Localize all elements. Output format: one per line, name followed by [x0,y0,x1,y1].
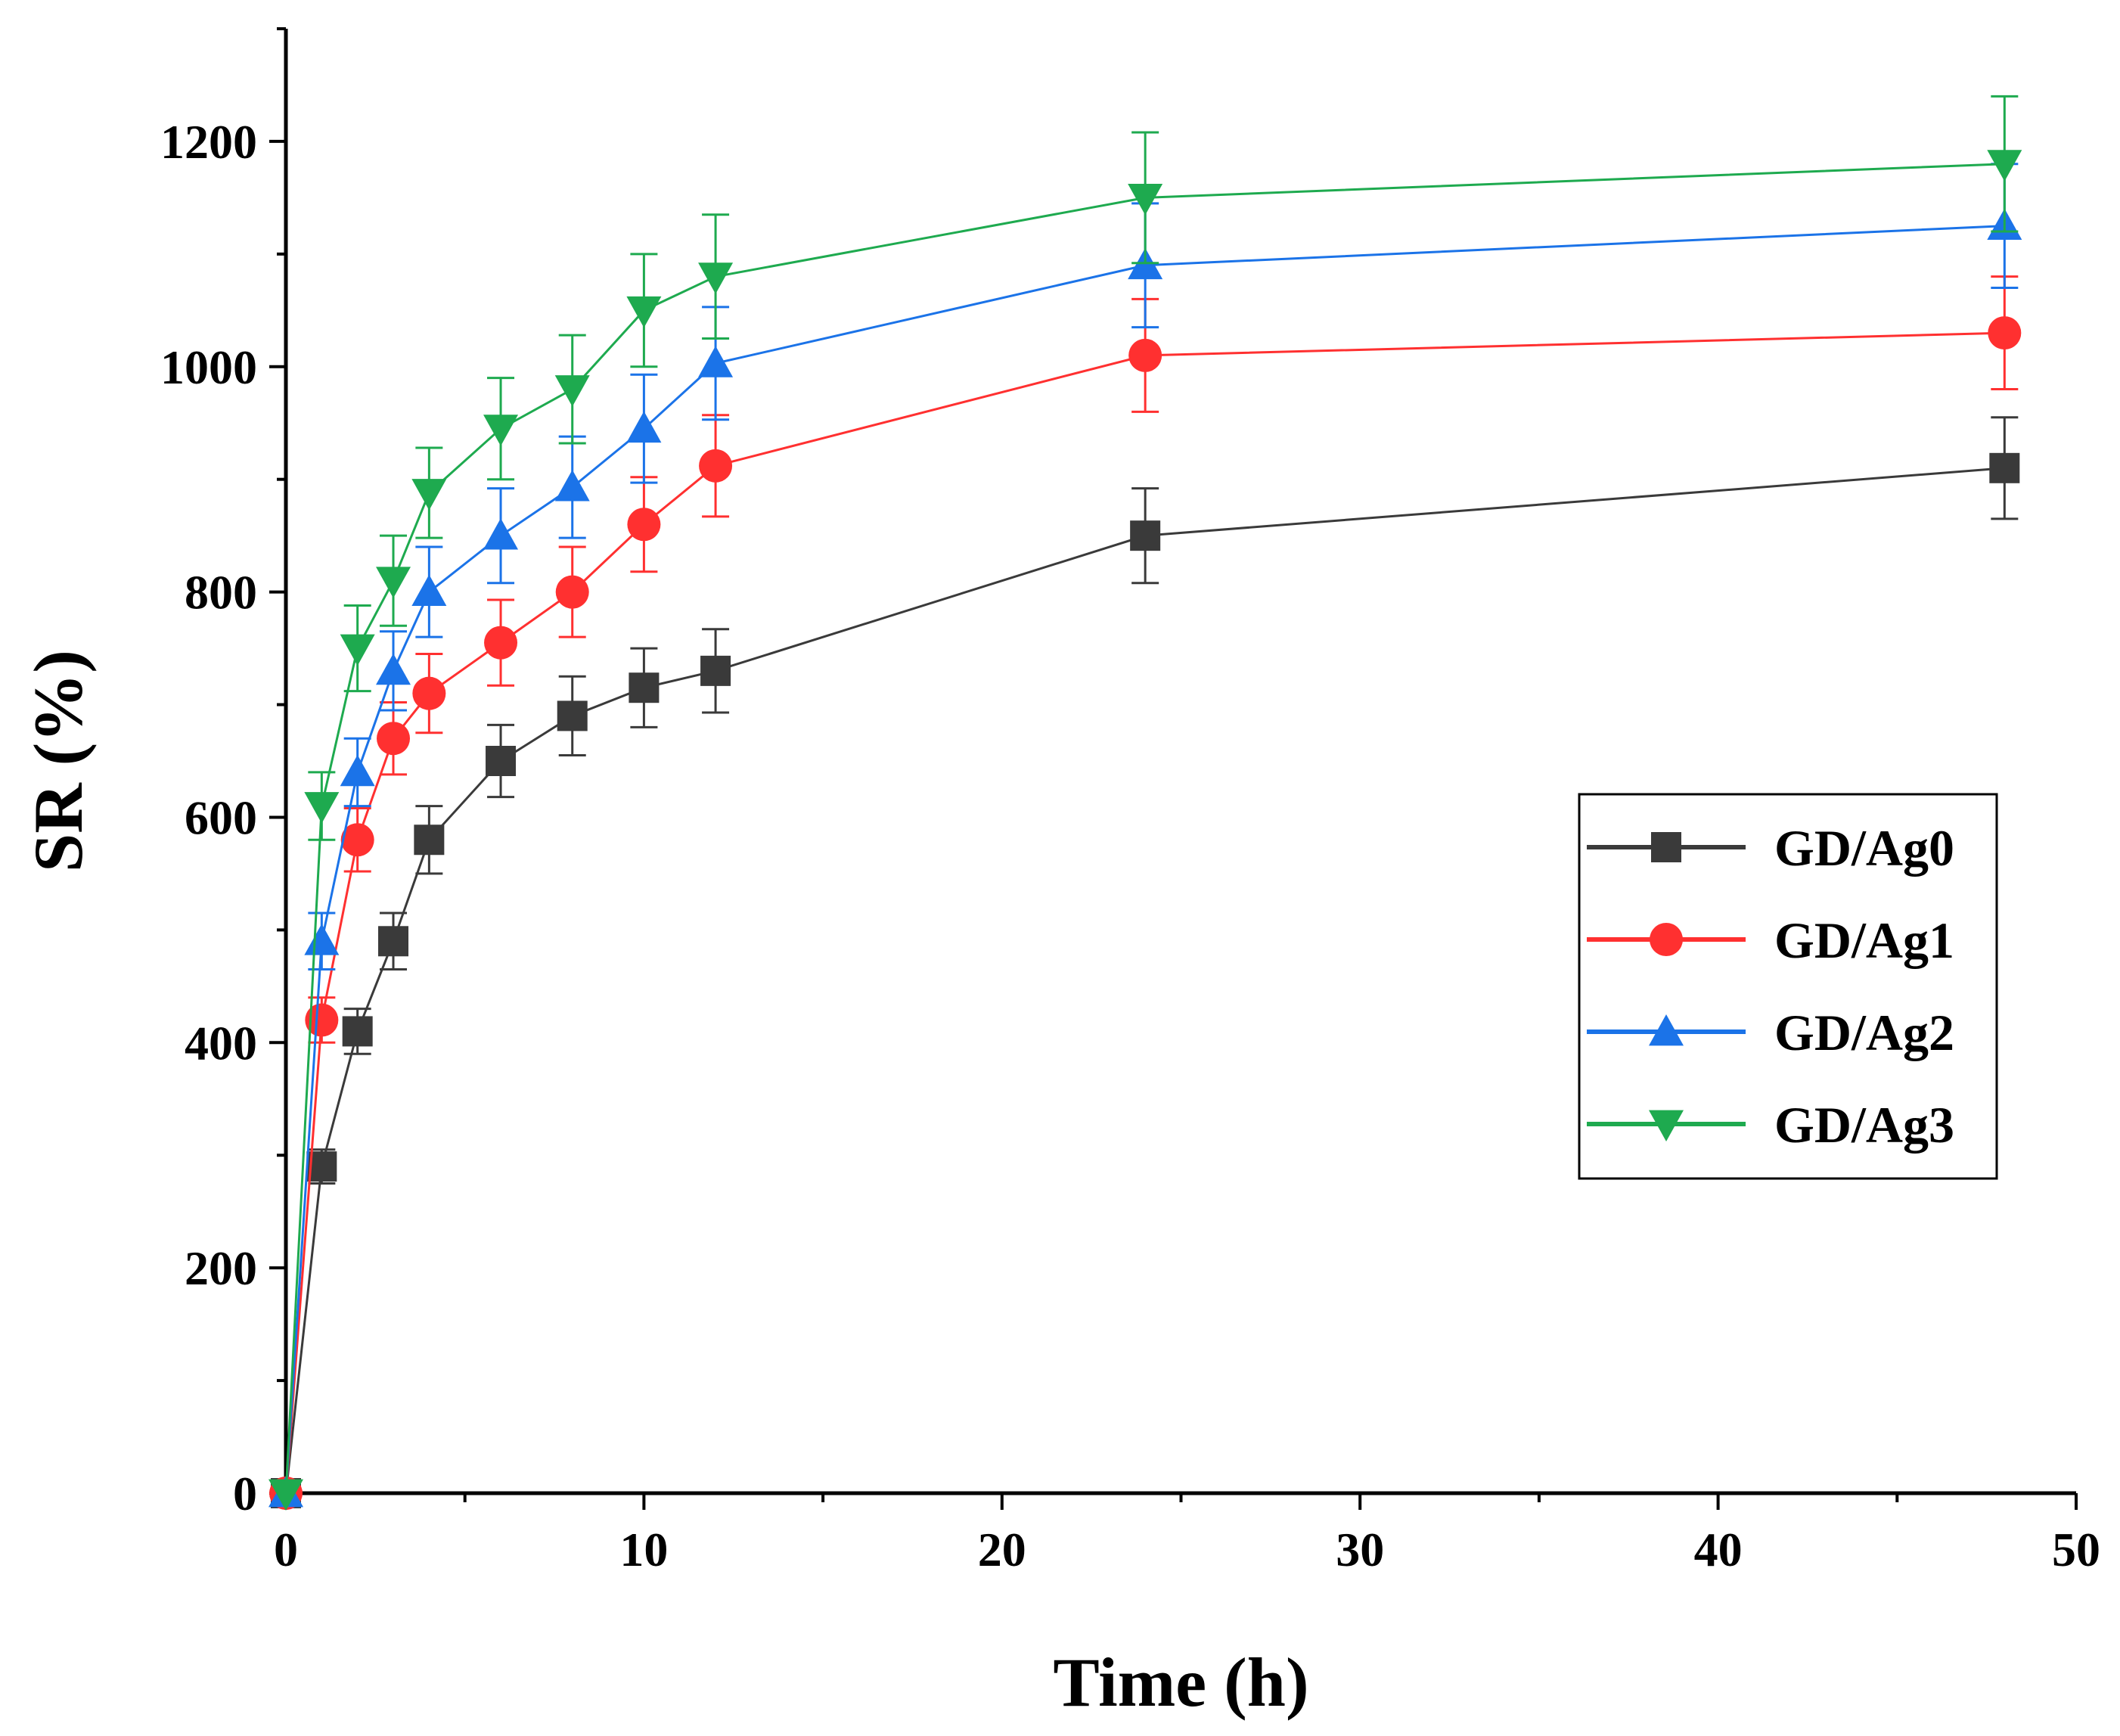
x-tick-label: 0 [274,1523,298,1576]
x-tick-label: 10 [619,1523,668,1576]
data-point-gd-ag3 [340,634,375,666]
data-point-gd-ag1 [484,626,518,660]
data-point-gd-ag0 [486,746,517,776]
y-tick-label: 400 [185,1016,257,1070]
data-point-gd-ag1 [305,1003,339,1037]
data-point-gd-ag1 [377,722,411,756]
legend-swatch-marker [1650,923,1683,956]
legend-item-gd-ag1: GD/Ag1 [1587,911,1954,969]
data-point-gd-ag3 [483,415,519,446]
data-point-gd-ag3 [411,479,447,511]
x-tick-label: 20 [978,1523,1026,1576]
legend-item-gd-ag2: GD/Ag2 [1587,1004,1954,1061]
legend-swatch-marker [1649,1014,1684,1046]
axes: 0 10 20 30 40 50 0 200 400 600 800 1000 1200 [160,27,2100,1576]
data-point-gd-ag2 [304,924,340,955]
legend-label: GD/Ag0 [1774,819,1954,877]
data-point-gd-ag2 [340,754,375,787]
data-point-gd-ag3 [698,262,734,294]
legend: GD/Ag0 GD/Ag1 GD/Ag2 GD/Ag3 [1578,793,1998,1180]
data-point-gd-ag1 [699,449,733,483]
data-point-gd-ag0 [557,700,588,731]
legend-box [1578,793,1998,1180]
x-tick-label: 40 [1694,1523,1743,1576]
legend-swatch-marker [1649,1110,1684,1141]
x-tick-label: 50 [2052,1523,2100,1576]
series-gd-ag0 [271,416,2020,1508]
data-point-gd-ag1 [1988,316,2022,350]
x-axis-title: Time (h) [1053,1644,1308,1721]
legend-label: GD/Ag2 [1774,1004,1954,1061]
x-tick-label: 30 [1336,1523,1384,1576]
data-point-gd-ag3 [1128,183,1163,216]
data-point-gd-ag2 [376,653,411,685]
data-point-gd-ag0 [700,655,731,686]
data-point-gd-ag3 [1987,150,2022,182]
data-point-gd-ag0 [1989,452,2020,483]
data-point-gd-ag0 [629,672,660,703]
data-point-gd-ag1 [412,676,446,710]
series-gd-ag3 [268,95,2022,1511]
y-axis-title: SR (%) [20,650,97,872]
legend-item-gd-ag3: GD/Ag3 [1587,1096,1954,1154]
data-point-gd-ag2 [698,346,734,377]
legend-label: GD/Ag3 [1774,1096,1954,1154]
legend-label: GD/Ag1 [1774,911,1954,969]
y-tick-label: 600 [185,790,257,844]
data-point-gd-ag0 [342,1016,373,1047]
y-tick-label: 200 [185,1241,257,1295]
y-tick-label: 0 [233,1467,257,1520]
data-point-gd-ag2 [411,574,447,607]
data-point-gd-ag1 [627,508,661,542]
data-point-gd-ag3 [376,567,411,598]
data-point-gd-ag3 [268,1479,303,1511]
data-point-gd-ag3 [304,792,340,824]
data-point-gd-ag0 [378,926,409,957]
data-point-gd-ag2 [483,518,519,550]
series-layer [268,95,2022,1511]
data-point-gd-ag3 [626,296,662,328]
data-point-gd-ag0 [414,825,445,856]
data-point-gd-ag1 [1128,338,1162,372]
data-point-gd-ag3 [554,375,590,407]
data-point-gd-ag0 [1130,520,1161,551]
data-point-gd-ag2 [554,470,590,502]
data-point-gd-ag2 [626,411,662,443]
data-point-gd-ag1 [555,575,589,609]
y-tick-label: 800 [185,566,257,620]
legend-swatch-marker [1651,832,1681,862]
legend-item-gd-ag0: GD/Ag0 [1587,819,1954,877]
data-point-gd-ag1 [340,823,374,857]
y-tick-label: 1200 [160,115,257,169]
y-tick-label: 1000 [160,340,257,394]
